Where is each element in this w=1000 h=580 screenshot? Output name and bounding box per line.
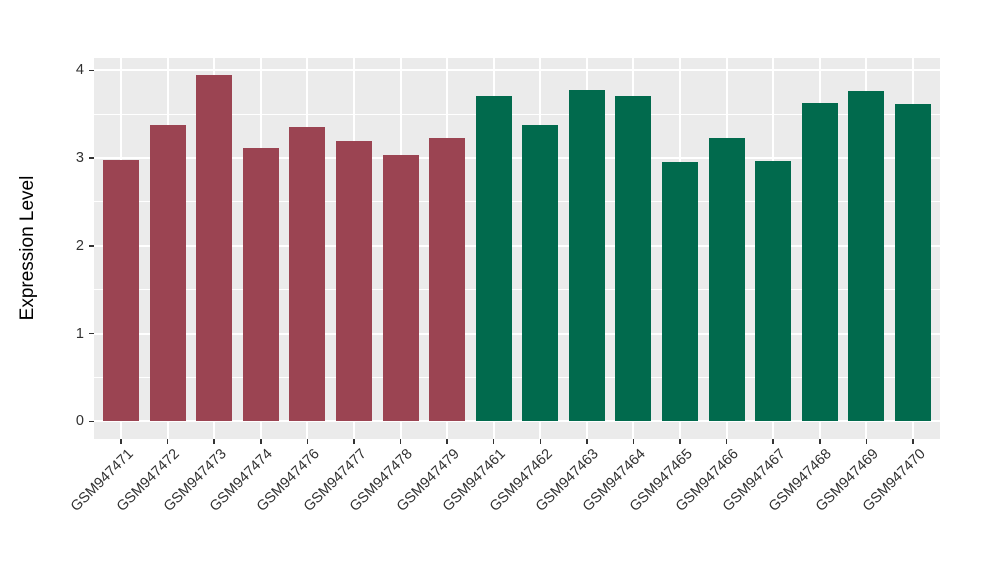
x-tick-mark: [260, 439, 262, 444]
y-tick-mark: [89, 245, 94, 247]
x-tick-mark: [912, 439, 914, 444]
bar-GSM947477: [335, 141, 372, 422]
x-tick-mark: [865, 439, 868, 444]
y-tick-mark: [89, 69, 94, 72]
x-tick-mark: [632, 439, 635, 444]
gridline-major-h: [94, 157, 940, 160]
bar-GSM947471: [103, 159, 139, 422]
bar-GSM947463: [568, 89, 605, 422]
y-tick-label: 0: [75, 413, 84, 430]
gridline-minor-h: [94, 377, 940, 379]
y-tick-label: 4: [75, 62, 84, 79]
gridline-major-h: [94, 332, 940, 335]
bar-GSM947467: [755, 160, 792, 422]
bar-GSM947468: [801, 102, 838, 422]
gridline-minor-h: [94, 201, 940, 203]
gridline-major-h: [94, 69, 940, 72]
x-tick-mark: [446, 439, 448, 444]
bar-GSM947478: [382, 155, 419, 422]
bar-GSM947465: [662, 162, 699, 422]
gridline-minor-h: [94, 113, 940, 115]
y-tick-mark: [89, 157, 94, 159]
x-tick-mark: [120, 439, 122, 444]
bar-GSM947479: [429, 137, 466, 422]
x-tick-mark: [166, 439, 169, 444]
bar-GSM947472: [149, 124, 186, 422]
x-tick-mark: [213, 439, 215, 444]
x-tick-mark: [492, 439, 495, 444]
gridline-major-h: [94, 420, 940, 423]
bar-GSM947469: [848, 91, 885, 422]
x-tick-mark: [353, 439, 355, 444]
y-tick-mark: [89, 332, 94, 335]
bar-GSM947464: [615, 95, 652, 422]
x-tick-mark: [679, 439, 681, 444]
y-tick-label: 3: [75, 150, 84, 167]
y-tick-mark: [89, 420, 94, 423]
x-tick-mark: [725, 439, 728, 444]
bar-GSM947466: [708, 137, 745, 422]
x-tick-mark: [539, 439, 542, 444]
gridline-minor-h: [94, 289, 940, 291]
bar-GSM947470: [895, 103, 931, 422]
x-tick-mark: [772, 439, 774, 444]
y-tick-label: 1: [75, 325, 84, 342]
y-tick-label: 2: [75, 237, 84, 254]
bar-GSM947462: [522, 124, 559, 422]
bar-GSM947461: [475, 95, 512, 422]
plot-panel: [94, 58, 940, 439]
bar-GSM947474: [242, 148, 279, 422]
x-tick-mark: [586, 439, 588, 444]
x-tick-mark: [819, 439, 821, 444]
x-tick-mark: [399, 439, 402, 444]
x-tick-mark: [306, 439, 309, 444]
bar-GSM947473: [196, 74, 233, 422]
bar-GSM947476: [289, 127, 326, 422]
gridline-major-h: [94, 244, 940, 247]
